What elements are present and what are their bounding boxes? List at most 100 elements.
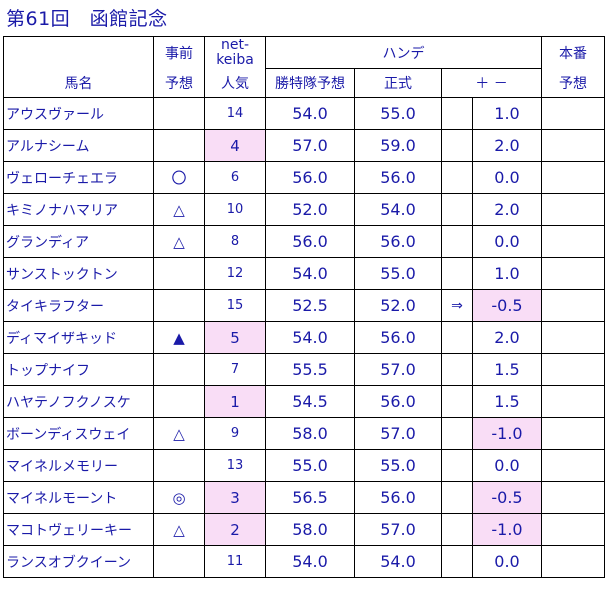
table-row: サンストックトン 12 54.0 55.0 1.0 xyxy=(3,257,605,290)
header-plusminus: ＋ － xyxy=(441,68,542,98)
table-row: ディマイザキッド ▲ 5 54.0 56.0 2.0 xyxy=(3,321,605,354)
weight-pred: 56.5 xyxy=(265,481,355,514)
page-title: 第61回 函館記念 xyxy=(6,8,168,30)
weight-official: 54.0 xyxy=(354,545,442,578)
table-row: アルナシーム 4 57.0 59.0 2.0 xyxy=(3,129,605,162)
popularity: 11 xyxy=(204,545,266,578)
popularity: 14 xyxy=(204,97,266,130)
header-row-top: 事前 net- keiba ハンデ 本番 xyxy=(3,36,605,69)
header-pre-top: 事前 xyxy=(153,36,205,69)
pre-mark: △ xyxy=(153,225,205,258)
arrow-icon xyxy=(441,353,473,386)
horse-name: サンストックトン xyxy=(3,257,154,290)
final-mark xyxy=(541,161,605,194)
popularity: 8 xyxy=(204,225,266,258)
table-row: ヴェローチェエラ〇 6 56.0 56.0 0.0 xyxy=(3,161,605,194)
arrow-icon xyxy=(441,225,473,258)
horse-name: マイネルモーント xyxy=(3,481,154,514)
weight-pred: 54.0 xyxy=(265,97,355,130)
popularity: 12 xyxy=(204,257,266,290)
popularity: 6 xyxy=(204,161,266,194)
weight-diff: 2.0 xyxy=(472,193,542,226)
weight-official: 56.0 xyxy=(354,385,442,418)
pre-mark xyxy=(153,97,205,130)
horse-name: アルナシーム xyxy=(3,129,154,162)
popularity: 10 xyxy=(204,193,266,226)
popularity: 2 xyxy=(204,513,266,546)
weight-diff: 0.0 xyxy=(472,161,542,194)
popularity: 7 xyxy=(204,353,266,386)
header-pre-bottom: 予想 xyxy=(153,68,205,98)
weight-pred: 55.5 xyxy=(265,353,355,386)
weight-pred: 58.0 xyxy=(265,417,355,450)
pre-mark: 〇 xyxy=(153,161,205,194)
arrow-icon xyxy=(441,449,473,482)
header-final-top: 本番 xyxy=(541,36,605,69)
weight-pred: 52.5 xyxy=(265,289,355,322)
horse-name: マイネルメモリー xyxy=(3,449,154,482)
weight-diff: 1.5 xyxy=(472,353,542,386)
pre-mark xyxy=(153,449,205,482)
horse-name: タイキラフター xyxy=(3,289,154,322)
weight-pred: 54.0 xyxy=(265,257,355,290)
arrow-icon xyxy=(441,129,473,162)
arrow-icon xyxy=(441,257,473,290)
header-row-bottom: 馬名 予想 人気 勝特隊予想 正式 ＋ － 予想 xyxy=(3,68,605,98)
weight-official: 54.0 xyxy=(354,193,442,226)
header-final-bottom: 予想 xyxy=(541,68,605,98)
pre-mark: △ xyxy=(153,193,205,226)
header-net-top: net- keiba xyxy=(204,36,266,69)
weight-diff: 2.0 xyxy=(472,321,542,354)
weight-official: 57.0 xyxy=(354,513,442,546)
weight-pred: 54.0 xyxy=(265,321,355,354)
pre-mark: ◎ xyxy=(153,481,205,514)
weight-official: 56.0 xyxy=(354,225,442,258)
pre-mark: △ xyxy=(153,417,205,450)
popularity: 1 xyxy=(204,385,266,418)
table-row: ハヤテノフクノスケ 1 54.5 56.0 1.5 xyxy=(3,385,605,418)
final-mark xyxy=(541,257,605,290)
table-row: マイネルモーント ◎ 3 56.5 56.0 -0.5 xyxy=(3,481,605,514)
horse-name: トップナイフ xyxy=(3,353,154,386)
arrow-icon: ⇒ xyxy=(441,289,473,322)
pre-mark xyxy=(153,289,205,322)
table-row: キミノナハマリア △ 10 52.0 54.0 2.0 xyxy=(3,193,605,226)
handicap-table-container: 事前 net- keiba ハンデ 本番 馬名 予想 人気 勝特隊予想 正式 ＋… xyxy=(3,36,605,578)
weight-official: 59.0 xyxy=(354,129,442,162)
popularity: 9 xyxy=(204,417,266,450)
arrow-icon xyxy=(441,513,473,546)
header-official: 正式 xyxy=(354,68,442,98)
horse-name: ハヤテノフクノスケ xyxy=(3,385,154,418)
arrow-icon xyxy=(441,193,473,226)
weight-diff: 2.0 xyxy=(472,129,542,162)
arrow-icon xyxy=(441,385,473,418)
weight-diff: 1.5 xyxy=(472,385,542,418)
weight-diff: 1.0 xyxy=(472,97,542,130)
weight-official: 57.0 xyxy=(354,417,442,450)
table-row: グランディア △ 8 56.0 56.0 0.0 xyxy=(3,225,605,258)
final-mark xyxy=(541,289,605,322)
weight-diff: -1.0 xyxy=(472,417,542,450)
horse-name: ヴェローチェエラ xyxy=(3,161,154,194)
weight-pred: 55.0 xyxy=(265,449,355,482)
weight-diff: 0.0 xyxy=(472,545,542,578)
header-horse-top xyxy=(3,36,154,69)
weight-diff: -0.5 xyxy=(472,481,542,514)
table-row: タイキラフター 15 52.5 52.0 ⇒ -0.5 xyxy=(3,289,605,322)
header-handicap: ハンデ xyxy=(265,36,542,69)
header-horse: 馬名 xyxy=(3,68,154,98)
arrow-icon xyxy=(441,481,473,514)
weight-official: 56.0 xyxy=(354,481,442,514)
pre-mark: △ xyxy=(153,513,205,546)
weight-official: 55.0 xyxy=(354,449,442,482)
horse-name: ランスオブクイーン xyxy=(3,545,154,578)
pre-mark xyxy=(153,129,205,162)
horse-name: アウスヴァール xyxy=(3,97,154,130)
weight-pred: 56.0 xyxy=(265,225,355,258)
arrow-icon xyxy=(441,321,473,354)
pre-mark: ▲ xyxy=(153,321,205,354)
final-mark xyxy=(541,129,605,162)
final-mark xyxy=(541,513,605,546)
weight-diff: 0.0 xyxy=(472,449,542,482)
weight-diff: 1.0 xyxy=(472,257,542,290)
